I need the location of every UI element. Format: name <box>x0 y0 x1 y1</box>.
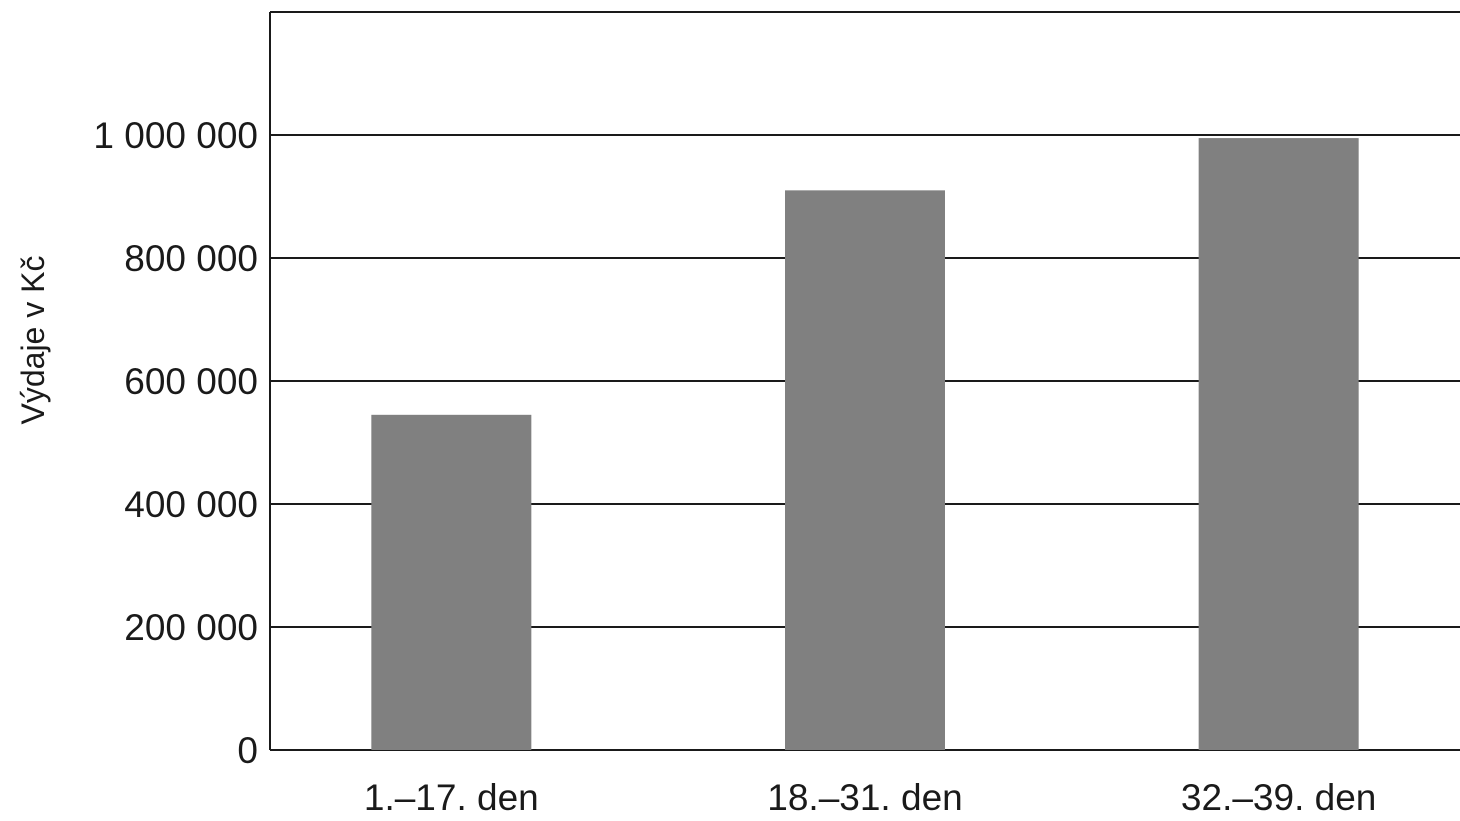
axes <box>269 11 1460 750</box>
y-tick-label-5: 1 000 000 <box>93 115 258 156</box>
bar-1 <box>785 190 945 751</box>
x-category-label-0: 1.–17. den <box>364 777 539 816</box>
y-tick-labels: 0 200 000 400 000 600 000 800 000 1 000 000 <box>93 115 258 771</box>
y-tick-label-3: 600 000 <box>124 361 258 402</box>
x-category-label-1: 18.–31. den <box>767 777 962 816</box>
x-category-labels: 1.–17. den 18.–31. den 32.–39. den <box>364 777 1377 818</box>
bars <box>371 138 1359 751</box>
y-tick-label-1: 200 000 <box>124 607 258 648</box>
y-tick-label-4: 800 000 <box>124 238 258 279</box>
y-axis-title: Výdaje v Kč <box>15 256 51 425</box>
bar-2 <box>1198 138 1359 750</box>
y-tick-label-2: 400 000 <box>124 484 258 525</box>
bar-0 <box>371 414 532 750</box>
y-tick-label-0: 0 <box>237 730 258 771</box>
x-category-label-2: 32.–39. den <box>1181 777 1376 816</box>
